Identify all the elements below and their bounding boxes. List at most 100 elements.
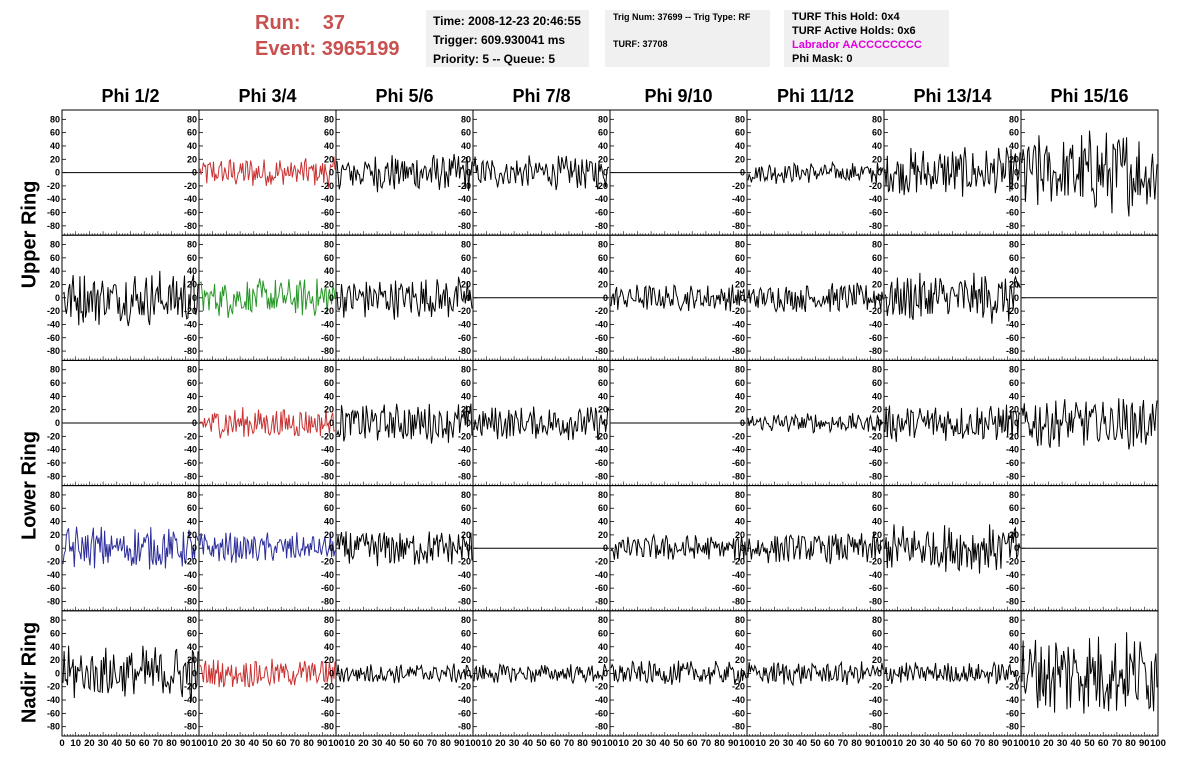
y-tick-label: 20 — [1009, 530, 1019, 540]
x-tick-label: 90 — [1002, 738, 1013, 749]
y-tick-label: 80 — [50, 615, 60, 625]
y-tick-label: 40 — [50, 517, 60, 527]
x-tick-label: 30 — [98, 738, 109, 749]
y-tick-label: -80 — [458, 471, 471, 481]
turf-text: TURF: 37708 — [613, 39, 668, 49]
waveform-trace — [1021, 632, 1158, 714]
y-tick-label: -20 — [184, 431, 197, 441]
y-tick-label: -40 — [47, 570, 60, 580]
x-tick-label: 90 — [317, 738, 328, 749]
x-tick-label: 90 — [728, 738, 739, 749]
event-label: Event: — [255, 38, 317, 60]
waveform-trace — [199, 156, 336, 189]
x-tick-label: 40 — [1071, 738, 1082, 749]
y-tick-label: -80 — [1006, 346, 1019, 356]
y-tick-label: -80 — [47, 596, 60, 606]
y-tick-label: -40 — [869, 695, 882, 705]
y-tick-label: 20 — [50, 405, 60, 415]
x-tick-label: 70 — [564, 738, 575, 749]
y-tick-label: -80 — [732, 471, 745, 481]
waveform-trace — [610, 284, 747, 312]
y-tick-label: 0 — [740, 168, 745, 178]
x-tick-label: 40 — [523, 738, 534, 749]
y-tick-label: 40 — [1009, 517, 1019, 527]
y-tick-label: -20 — [869, 557, 882, 567]
y-tick-label: 60 — [461, 128, 471, 138]
x-tick-label: 40 — [934, 738, 945, 749]
panel-frame — [61, 485, 200, 612]
waveform-trace — [336, 663, 473, 684]
time-text: Time: 2008-12-23 20:46:55 — [433, 14, 581, 28]
y-tick-label: -20 — [1006, 682, 1019, 692]
y-tick-label: 60 — [50, 128, 60, 138]
x-tick-label: 90 — [454, 738, 465, 749]
y-tick-label: 60 — [461, 628, 471, 638]
waveform-trace — [884, 660, 1021, 686]
y-tick-label: 0 — [192, 543, 197, 553]
y-tick-label: -80 — [595, 221, 608, 231]
y-tick-label: -80 — [321, 346, 334, 356]
y-tick-label: -20 — [321, 306, 334, 316]
x-tick-label: 20 — [769, 738, 780, 749]
y-tick-label: 80 — [324, 615, 334, 625]
y-tick-label: 80 — [324, 114, 334, 124]
y-tick-label: 80 — [324, 490, 334, 500]
y-tick-label: -60 — [184, 708, 197, 718]
y-tick-label: -20 — [321, 181, 334, 191]
y-tick-label: 20 — [187, 154, 197, 164]
y-tick-label: 20 — [872, 530, 882, 540]
y-tick-label: -40 — [595, 445, 608, 455]
y-tick-label: -60 — [595, 333, 608, 343]
x-tick-label: 50 — [673, 738, 684, 749]
y-tick-label: 40 — [598, 141, 608, 151]
y-tick-label: 0 — [740, 668, 745, 678]
y-tick-label: -80 — [184, 346, 197, 356]
y-tick-label: 80 — [461, 240, 471, 250]
x-tick-label: 20 — [1043, 738, 1054, 749]
y-tick-label: -40 — [184, 570, 197, 580]
y-tick-label: 40 — [735, 517, 745, 527]
y-tick-label: 0 — [740, 293, 745, 303]
y-tick-label: -40 — [458, 695, 471, 705]
y-tick-label: -80 — [184, 471, 197, 481]
y-tick-label: 60 — [598, 378, 608, 388]
y-tick-label: -40 — [321, 570, 334, 580]
y-tick-label: -40 — [732, 570, 745, 580]
labrador-text: Labrador AACCCCCCCC — [792, 39, 922, 51]
y-tick-label: 0 — [740, 543, 745, 553]
y-tick-label: 20 — [50, 279, 60, 289]
y-tick-label: -60 — [184, 458, 197, 468]
x-tick-label: 20 — [221, 738, 232, 749]
y-tick-label: -20 — [732, 181, 745, 191]
y-tick-label: 60 — [1009, 628, 1019, 638]
y-tick-label: -40 — [184, 319, 197, 329]
y-tick-label: 40 — [872, 266, 882, 276]
y-tick-label: 60 — [187, 628, 197, 638]
waveform-trace — [336, 403, 473, 444]
y-tick-label: 80 — [187, 240, 197, 250]
y-tick-label: 60 — [50, 503, 60, 513]
y-tick-label: 20 — [50, 530, 60, 540]
x-tick-label: 80 — [303, 738, 314, 749]
y-tick-label: -60 — [1006, 208, 1019, 218]
y-tick-label: 60 — [872, 378, 882, 388]
y-tick-label: -80 — [321, 596, 334, 606]
run-value: 37 — [322, 12, 346, 34]
x-tick-label: 100 — [1013, 738, 1029, 749]
x-tick-label: 20 — [358, 738, 369, 749]
x-tick-label: 100 — [465, 738, 481, 749]
y-tick-label: -20 — [184, 682, 197, 692]
y-tick-label: -40 — [184, 445, 197, 455]
y-tick-label: 80 — [50, 365, 60, 375]
y-tick-label: 40 — [187, 141, 197, 151]
y-tick-label: -40 — [869, 570, 882, 580]
y-tick-label: -80 — [595, 471, 608, 481]
y-tick-label: 60 — [187, 128, 197, 138]
y-tick-label: -80 — [321, 221, 334, 231]
x-tick-label: 80 — [988, 738, 999, 749]
y-tick-label: -40 — [595, 194, 608, 204]
y-tick-label: -80 — [47, 471, 60, 481]
y-tick-label: -60 — [47, 333, 60, 343]
x-tick-label: 40 — [660, 738, 671, 749]
y-tick-label: 20 — [1009, 154, 1019, 164]
